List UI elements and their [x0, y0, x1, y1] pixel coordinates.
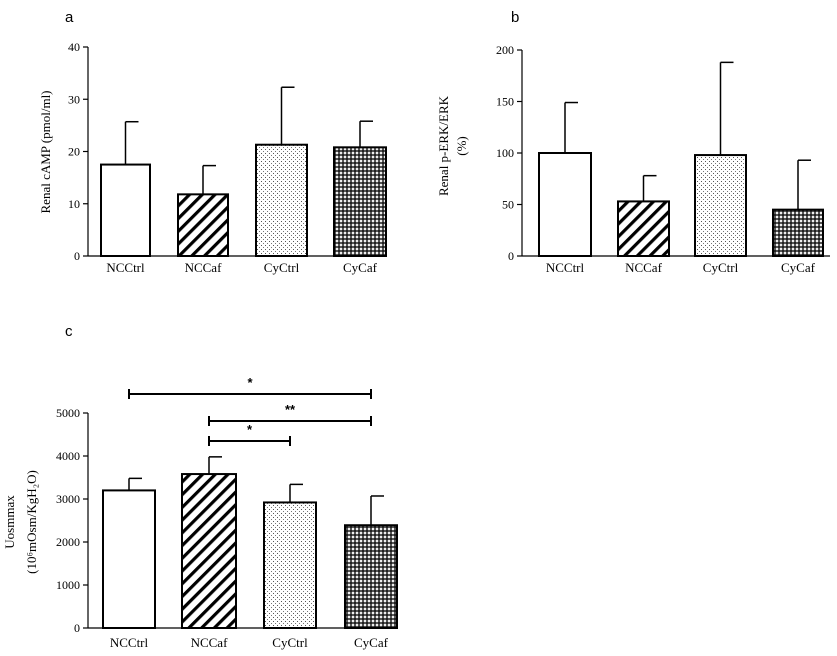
y-tick-label: 3000 [56, 492, 80, 506]
y-axis-unit: (%) [454, 136, 469, 156]
y-tick-label: 2000 [56, 535, 80, 549]
panel-b: b 0 50 100 150 200 Renal p-ERK/ERK (%) NCCtrl NCC… [436, 9, 830, 275]
y-tick-label: 20 [68, 145, 80, 159]
panel-a: a 0 10 20 30 40 Renal cAMP (pmol/ml) NCCtrl NCCa… [38, 9, 387, 275]
significance-label: * [247, 375, 253, 390]
y-tick-label: 0 [74, 249, 80, 263]
y-tick-label: 5000 [56, 406, 80, 420]
bar-cycaf [772, 208, 824, 257]
bar-cyctrl [255, 143, 308, 258]
panel-c: c 0 1000 2000 3000 4000 5000 Uosmmax (10⁶mOsm/Kg… [2, 323, 398, 650]
y-tick-label: 0 [74, 621, 80, 635]
panel-letter: a [65, 9, 74, 26]
bar-nccaf [617, 200, 670, 258]
x-category-label: NCCtrl [110, 635, 149, 650]
y-tick-label: 150 [496, 95, 514, 109]
panel-letter: c [65, 323, 73, 340]
x-category-label: NCCtrl [106, 260, 145, 275]
y-tick-label: 100 [496, 146, 514, 160]
significance-label: ** [285, 402, 296, 417]
y-tick-label: 50 [502, 198, 514, 212]
x-category-label: NCCtrl [546, 260, 585, 275]
bar-ncctrl [538, 152, 592, 257]
significance-label: * [247, 422, 253, 437]
y-tick-label: 200 [496, 43, 514, 57]
y-axis-unit: (10⁶mOsm/KgH₂O) [24, 470, 39, 574]
bar-cycaf [333, 146, 387, 258]
y-tick-label: 0 [508, 249, 514, 263]
x-category-label: CyCtrl [703, 260, 739, 275]
x-category-label: NCCaf [625, 260, 663, 275]
x-category-label: CyCaf [781, 260, 816, 275]
y-tick-label: 40 [68, 40, 80, 54]
bar-ncctrl [100, 163, 151, 257]
panel-letter: b [511, 9, 519, 26]
bar-cyctrl [694, 154, 747, 257]
bar-nccaf [177, 193, 229, 257]
y-axis-title: Renal cAMP (pmol/ml) [38, 90, 53, 213]
x-category-label: NCCaf [185, 260, 223, 275]
bar-ncctrl [102, 489, 156, 629]
y-tick-label: 30 [68, 92, 80, 106]
bar-nccaf [181, 473, 237, 629]
bar-cycaf [344, 524, 398, 629]
x-category-label: CyCtrl [264, 260, 300, 275]
x-category-label: CyCtrl [272, 635, 308, 650]
y-tick-label: 1000 [56, 578, 80, 592]
x-category-label: CyCaf [354, 635, 389, 650]
bar-cyctrl [263, 501, 317, 629]
y-tick-label: 4000 [56, 449, 80, 463]
y-axis-title: Renal p-ERK/ERK [436, 95, 451, 196]
x-category-label: NCCaf [191, 635, 229, 650]
y-axis-title: Uosmmax [2, 495, 17, 549]
x-category-label: CyCaf [343, 260, 378, 275]
y-tick-label: 10 [68, 197, 80, 211]
